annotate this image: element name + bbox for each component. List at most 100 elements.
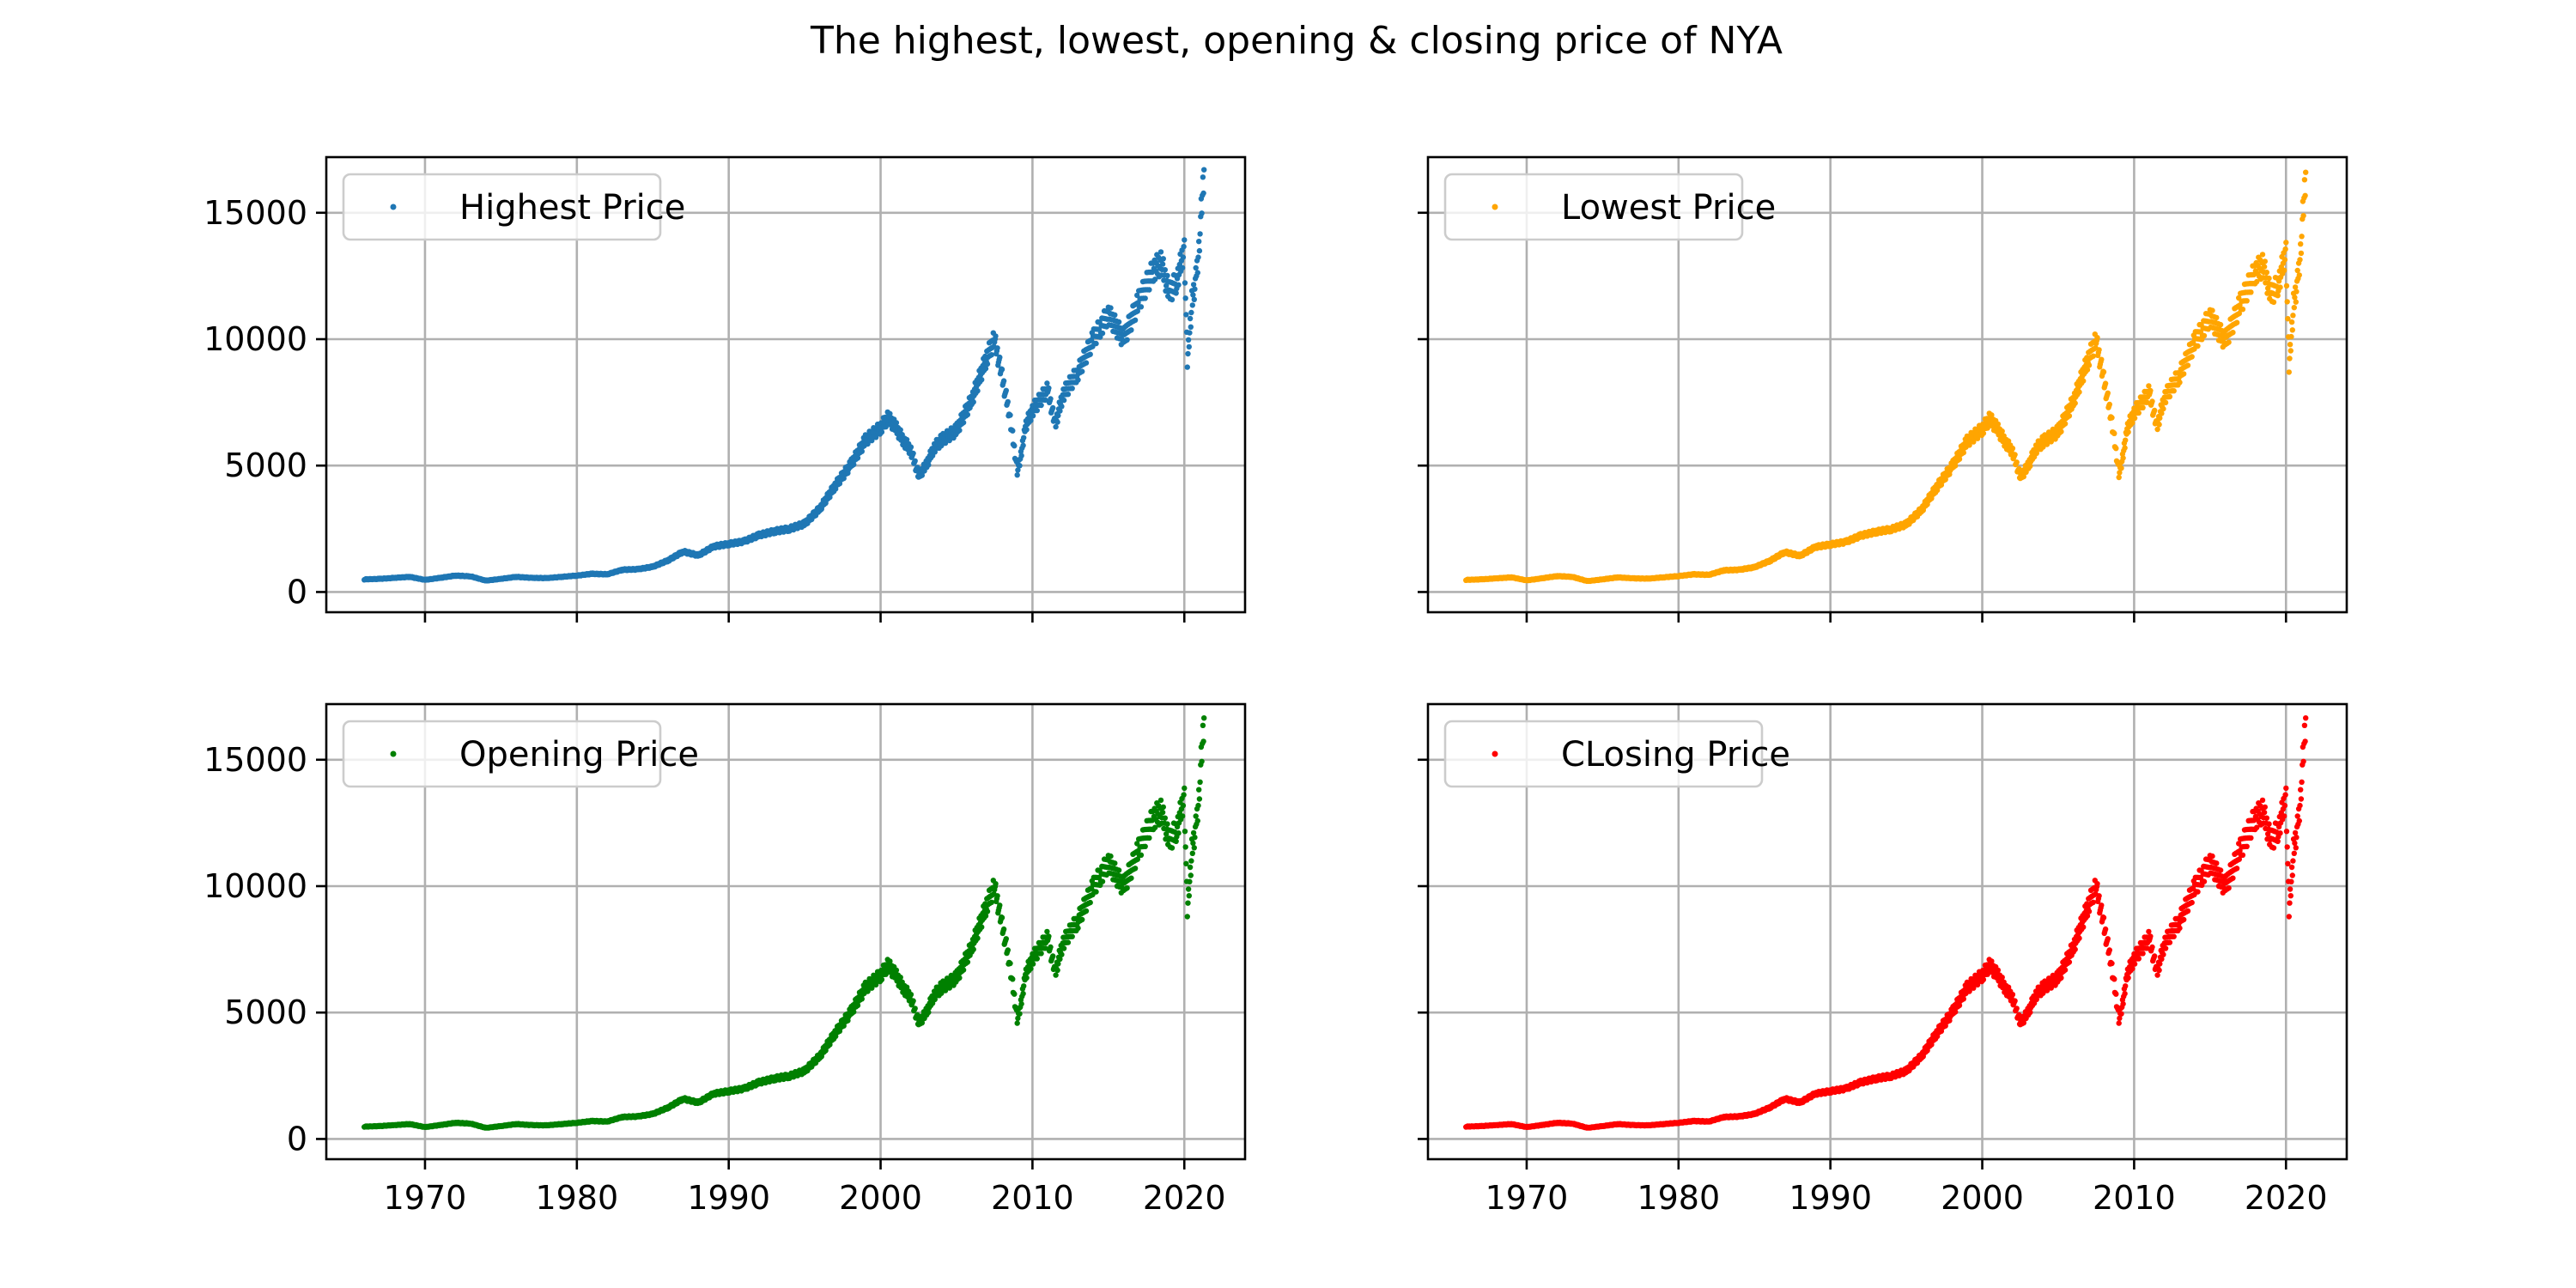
legend: Opening Price xyxy=(342,720,699,788)
data-point xyxy=(2301,177,2308,183)
data-point xyxy=(2286,369,2292,375)
legend-marker xyxy=(390,204,397,210)
data-point xyxy=(851,461,857,468)
data-point xyxy=(1112,860,1118,866)
data-point xyxy=(994,893,1000,899)
data-point xyxy=(1134,308,1141,314)
data-point xyxy=(887,410,893,416)
data-point xyxy=(1007,960,1013,967)
data-point xyxy=(1021,983,1027,989)
data-point xyxy=(2100,369,2107,375)
data-point xyxy=(2259,252,2266,258)
data-point xyxy=(1187,864,1194,871)
data-point xyxy=(1169,845,1176,851)
data-point xyxy=(1065,939,1072,945)
data-point xyxy=(1146,835,1152,841)
data-point xyxy=(1164,272,1170,279)
data-point xyxy=(1190,840,1196,847)
data-point xyxy=(1995,421,2002,428)
data-point xyxy=(2299,234,2305,240)
data-point xyxy=(2217,321,2224,328)
data-point xyxy=(1030,961,1036,967)
data-point xyxy=(893,967,900,974)
data-point xyxy=(1053,423,1059,430)
data-point xyxy=(999,914,1005,920)
data-point xyxy=(2281,257,2288,263)
x-tick-label: 1990 xyxy=(687,1179,770,1217)
data-point xyxy=(1157,797,1164,804)
data-point xyxy=(2284,299,2290,305)
legend-label: Lowest Price xyxy=(1561,188,1776,228)
data-point xyxy=(1083,908,1090,914)
data-point xyxy=(878,429,885,435)
data-point xyxy=(1003,936,1010,942)
data-point xyxy=(2120,455,2126,461)
data-point xyxy=(2266,275,2272,282)
data-point xyxy=(1108,305,1114,311)
data-point xyxy=(1015,467,1021,473)
data-point xyxy=(2096,347,2102,353)
legend-label: Highest Price xyxy=(459,188,685,228)
subplot-2: Lowest Price xyxy=(1418,155,2348,623)
data-point xyxy=(1018,1000,1024,1007)
data-point xyxy=(1180,254,1187,260)
data-point xyxy=(964,411,971,418)
data-point xyxy=(2152,407,2158,414)
data-point xyxy=(1157,249,1164,255)
data-point xyxy=(2009,445,2016,452)
series-1-points xyxy=(1463,169,2309,585)
data-point xyxy=(1132,866,1139,872)
data-point xyxy=(1005,947,1012,953)
data-point xyxy=(1075,377,1081,383)
data-point xyxy=(1176,830,1182,836)
data-point xyxy=(1128,327,1134,333)
data-point xyxy=(1000,926,1007,933)
data-point xyxy=(1187,330,1193,336)
data-point xyxy=(1182,280,1188,286)
data-point xyxy=(1184,914,1191,920)
data-point xyxy=(1160,256,1167,262)
data-point xyxy=(1046,933,1052,939)
data-point xyxy=(1185,337,1192,343)
data-point xyxy=(1181,244,1187,250)
data-point xyxy=(1010,428,1016,434)
data-point xyxy=(2111,430,2117,436)
data-point xyxy=(2287,348,2293,354)
data-point xyxy=(2149,398,2155,404)
data-point xyxy=(912,1005,918,1012)
data-point xyxy=(1065,392,1072,398)
data-point xyxy=(975,935,981,941)
data-point xyxy=(1075,925,1081,932)
data-point xyxy=(1115,867,1122,873)
data-point xyxy=(1044,928,1050,935)
legend-box xyxy=(342,173,662,241)
data-point xyxy=(1188,309,1194,316)
data-point xyxy=(979,924,985,930)
data-point xyxy=(878,976,885,983)
data-point xyxy=(1185,886,1192,892)
data-point xyxy=(1189,302,1196,308)
data-point xyxy=(1201,167,1207,173)
legend-label: Opening Price xyxy=(459,735,699,775)
data-point xyxy=(1182,785,1188,792)
data-point xyxy=(859,448,865,454)
data-point xyxy=(1199,210,1205,216)
data-point xyxy=(2298,241,2304,247)
data-point xyxy=(1138,852,1145,858)
data-point xyxy=(1017,463,1023,469)
data-point xyxy=(999,367,1005,373)
data-point xyxy=(988,352,995,358)
data-point xyxy=(2140,404,2146,410)
data-point xyxy=(1182,237,1188,243)
data-point xyxy=(2275,293,2281,299)
data-point xyxy=(2290,313,2296,319)
data-point xyxy=(2293,289,2300,295)
data-point xyxy=(1200,174,1206,180)
data-point xyxy=(1192,835,1198,841)
data-point xyxy=(1188,324,1194,330)
data-point xyxy=(1186,893,1193,899)
data-point xyxy=(1142,843,1148,849)
data-point xyxy=(1182,295,1188,301)
data-point xyxy=(2230,330,2236,336)
